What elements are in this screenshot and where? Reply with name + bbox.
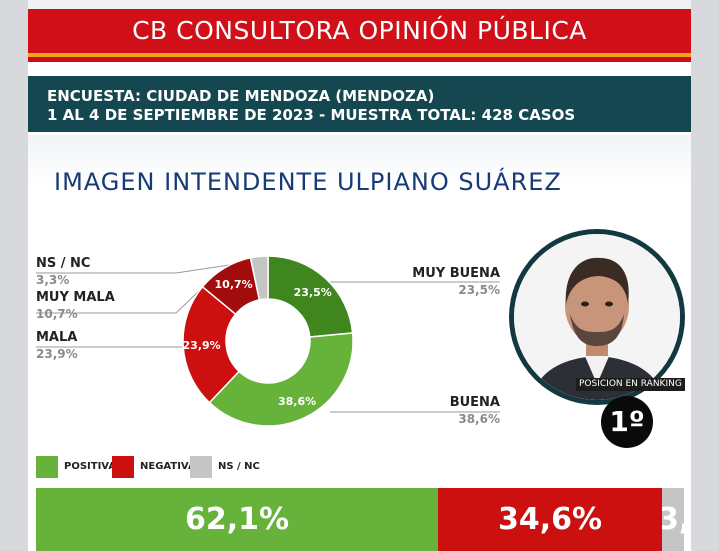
portrait-photo (514, 234, 680, 400)
callout-pct: 38,6% (458, 412, 500, 426)
callout-buena: BUENA 38,6% (400, 395, 500, 427)
ranking-badge: 1º (601, 396, 653, 448)
callout-name: NS / NC (36, 256, 91, 271)
survey-dates-sample: 1 AL 4 DE SEPTIEMBRE DE 2023 - MUESTRA T… (47, 106, 576, 124)
donut-slice-ns-nc (249, 255, 269, 301)
callout-pct: 10,7% (36, 307, 78, 321)
callout-pct: 3,3% (36, 273, 70, 287)
callout-pct: 23,9% (36, 347, 78, 361)
donut-slice-value-label: 10,7% (215, 278, 253, 291)
legend-swatch (112, 456, 134, 478)
legend-label: POSITIVA (64, 461, 117, 472)
callout-mala: MALA 23,9% (36, 330, 78, 362)
donut-slice-buena (208, 332, 354, 427)
portrait-frame (509, 229, 685, 405)
leader-ns-nc (36, 263, 237, 274)
person-portrait-icon (514, 234, 680, 400)
callout-muy-mala: MUY MALA 10,7% (36, 290, 115, 322)
left-border (0, 0, 28, 551)
bar-segment-negativa: 34,6% (438, 488, 662, 551)
legend-label: NS / NC (218, 461, 260, 472)
callout-name: MUY MALA (36, 290, 115, 305)
donut-slice-labels: 23,5% 38,6% 23,9% 10,7% (183, 278, 332, 408)
bar-segment-value-label: 3,3% (662, 502, 684, 537)
legend-swatch (36, 456, 58, 478)
donut-slice-mala (182, 285, 241, 404)
bar-segment-ns-nc: 3,3% (662, 488, 684, 551)
callout-ns-nc: NS / NC 3,3% (36, 256, 90, 288)
callout-name: BUENA (449, 395, 500, 410)
header-title: CB CONSULTORA OPINIÓN PÚBLICA (132, 16, 587, 45)
bar-segment-value-label: 34,6% (497, 502, 603, 537)
chart-title: IMAGEN INTENDENTE ULPIANO SUÁREZ (54, 168, 562, 196)
header-banner: CB CONSULTORA OPINIÓN PÚBLICA (28, 9, 691, 53)
callout-name: MUY BUENA (412, 266, 500, 281)
bar-segment-value-label: 62,1% (184, 502, 290, 537)
callout-muy-buena: MUY BUENA 23,5% (400, 266, 500, 298)
callout-leader-lines (36, 263, 500, 413)
header-bottom-band (28, 57, 691, 62)
donut-slice-value-label: 38,6% (278, 395, 316, 408)
header-accent-stripe (28, 53, 691, 57)
survey-location: ENCUESTA: CIUDAD DE MENDOZA (MENDOZA) (47, 87, 435, 105)
survey-info-box: ENCUESTA: CIUDAD DE MENDOZA (MENDOZA) 1 … (28, 76, 691, 132)
stacked-bar: 62,1% 34,6% 3,3% (36, 488, 684, 551)
donut-slice-value-label: 23,9% (183, 339, 221, 352)
donut-slice-value-label: 23,5% (294, 286, 332, 299)
callout-pct: 23,5% (458, 283, 500, 297)
ranking-label: POSICION EN RANKING (576, 378, 685, 391)
right-border (691, 0, 719, 551)
donut-slice-muy-buena (267, 255, 354, 338)
callout-name: MALA (36, 330, 78, 345)
top-strip (28, 0, 691, 9)
donut-slices (182, 255, 354, 427)
legend-swatch (190, 456, 212, 478)
legend-label: NEGATIVA (140, 461, 196, 472)
bar-segment-positiva: 62,1% (36, 488, 438, 551)
leader-muy-mala (36, 289, 201, 314)
